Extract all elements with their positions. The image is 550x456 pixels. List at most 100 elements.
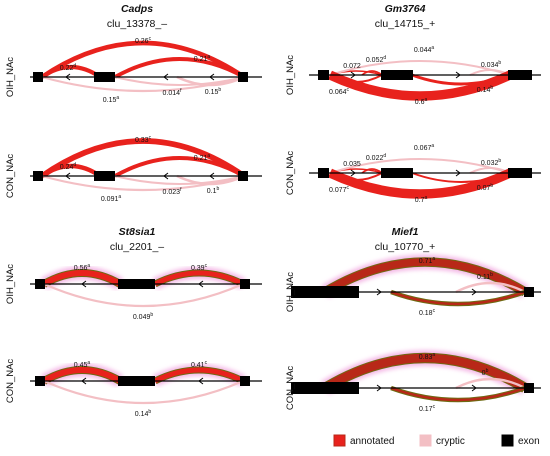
mief1-1-exon-2 — [524, 383, 534, 393]
mief1-0-jl-2: 0.11b — [477, 272, 493, 281]
legend-swatch-annotated — [333, 434, 346, 447]
gm3764-0-arc-2 — [361, 70, 383, 76]
legend-swatch-cryptic — [419, 434, 432, 447]
st8sia1-1-label: CON_NAc — [5, 359, 16, 404]
gm3764-0-exon-1 — [318, 70, 329, 80]
gene-title: St8sia1 — [119, 226, 156, 238]
mief1-0-arrow-1 — [471, 288, 477, 296]
st8sia1-0-exon-2 — [118, 279, 155, 289]
mief1-1-exon-1 — [291, 382, 359, 394]
gm3764-1-arc-2 — [361, 168, 383, 174]
mief1-1-arrow-0 — [376, 384, 382, 392]
gm3764-1-arrow-1 — [455, 169, 461, 177]
st8sia1-0-jl-3: 0.049b — [133, 312, 154, 321]
gene-title: Gm3764 — [385, 3, 426, 15]
st8sia1-0-arrow-0 — [81, 280, 87, 288]
cadps-0-exon-2 — [94, 72, 115, 82]
cadps-1-jl-2: 0.33c — [135, 135, 152, 144]
mief1-1-jl-1: 0.83a — [419, 352, 436, 361]
cadps-1-jl-3: 0.21a — [194, 153, 211, 162]
mief1-0-arc-3 — [390, 290, 526, 306]
mief1-0-jl-1: 0.71a — [419, 256, 436, 265]
gm3764-1-jl-1: 0.035 — [343, 161, 361, 168]
cadps-0-arrow-0 — [65, 73, 71, 81]
cluster-title: clu_2201_– — [110, 241, 164, 253]
cadps-0-arc-6 — [176, 75, 245, 87]
gm3764-0-jl-5: 0.064c — [329, 87, 350, 96]
st8sia1-1-arc-2 — [153, 367, 245, 384]
gm3764-1-jl-7: 0.07b — [477, 183, 494, 192]
cadps-1-exon-2 — [94, 171, 115, 181]
cadps-1-jl-4: 0.023f — [163, 187, 183, 196]
st8sia1-1-arc-1 — [42, 367, 122, 384]
gm3764-0-jl-7: 0.14b — [477, 85, 494, 94]
cadps-0-arrow-1 — [163, 73, 169, 81]
st8sia1-1-exon-1 — [35, 376, 45, 386]
mief1-1-arc-2 — [455, 377, 526, 390]
legend-label-annotated: annotated — [350, 436, 395, 447]
cadps-1-arrow-1 — [163, 172, 169, 180]
mief1-1-jl-2: 0b — [482, 368, 489, 377]
mief1-0-arrow-0 — [376, 288, 382, 296]
cadps-1-exon-3 — [238, 171, 248, 181]
cluster-title: clu_13378_– — [107, 18, 167, 30]
legend-label-cryptic: cryptic — [436, 436, 465, 447]
gm3764-1-exon-3 — [508, 168, 532, 178]
cadps-0-jl-5: 0.15a — [103, 95, 120, 104]
cadps-1-exon-1 — [33, 171, 43, 181]
cadps-1-label: CON_NAc — [5, 154, 16, 199]
legend-label-exon: exon — [518, 436, 540, 447]
st8sia1-0-arc-2 — [153, 270, 245, 287]
mief1-0-exon-2 — [524, 287, 534, 297]
cadps-0-jl-1: 0.22d — [60, 63, 77, 72]
gm3764-0-label: OIH_NAc — [285, 55, 296, 95]
st8sia1-1-arrow-1 — [198, 377, 204, 385]
cadps-1-jl-5: 0.091a — [101, 194, 122, 203]
mief1-1-arrow-1 — [471, 384, 477, 392]
cadps-0-arc-5 — [41, 75, 245, 93]
gm3764-0-arc-7 — [411, 73, 511, 86]
cluster-title: clu_10770_+ — [375, 241, 435, 253]
cadps-1-arc-6 — [176, 174, 245, 186]
gm3764-0-jl-1: 0.072 — [343, 63, 361, 70]
st8sia1-0-arc-1 — [42, 270, 122, 287]
cadps-0-label: OIH_NAc — [5, 57, 16, 97]
gm3764-0-exon-3 — [508, 70, 532, 80]
st8sia1-1-exon-2 — [118, 376, 155, 386]
gene-title: Mief1 — [392, 226, 419, 238]
cadps-1-arc-3 — [114, 156, 245, 178]
gm3764-1-arc-6 — [327, 168, 513, 199]
cadps-0-exon-1 — [33, 72, 43, 82]
gm3764-0-jl-3: 0.044a — [414, 45, 435, 54]
cadps-1-jl-6: 0.1b — [207, 186, 220, 195]
st8sia1-1-exon-3 — [240, 376, 250, 386]
st8sia1-0-arc-3 — [43, 282, 244, 308]
gm3764-0-exon-2 — [381, 70, 413, 80]
cadps-0-jl-2: 0.26c — [135, 36, 152, 45]
cadps-0-exon-3 — [238, 72, 248, 82]
gm3764-1-jl-6: 0.7a — [415, 195, 428, 204]
gm3764-0-arc-6 — [328, 70, 512, 101]
st8sia1-0-exon-3 — [240, 279, 250, 289]
mief1-0-jl-3: 0.18c — [419, 308, 436, 317]
gm3764-1-arrow-0 — [350, 169, 356, 177]
mief1-1-arc-3 — [390, 386, 526, 402]
st8sia1-1-arrow-0 — [81, 377, 87, 385]
gm3764-1-jl-5: 0.077c — [329, 185, 350, 194]
legend-swatch-exon — [501, 434, 514, 447]
cadps-0-jl-6: 0.15b — [205, 87, 222, 96]
gm3764-0-jl-2: 0.052d — [366, 55, 387, 64]
gm3764-1-jl-3: 0.067a — [414, 143, 435, 152]
cadps-1-arrow-0 — [65, 172, 71, 180]
st8sia1-1-jl-1: 0.45a — [74, 360, 91, 369]
cadps-1-jl-1: 0.24d — [60, 162, 77, 171]
st8sia1-1-arc-3 — [43, 379, 244, 405]
gm3764-1-exon-2 — [381, 168, 413, 178]
cadps-0-arc-2 — [40, 40, 246, 79]
cadps-0-arrow-2 — [209, 73, 215, 81]
cadps-1-arrow-2 — [209, 172, 215, 180]
mief1-0-exon-1 — [291, 286, 359, 298]
st8sia1-0-label: OIH_NAc — [5, 264, 16, 304]
gm3764-1-jl-4: 0.032b — [481, 158, 502, 167]
mief1-0-label: OIH_NAc — [285, 272, 296, 312]
